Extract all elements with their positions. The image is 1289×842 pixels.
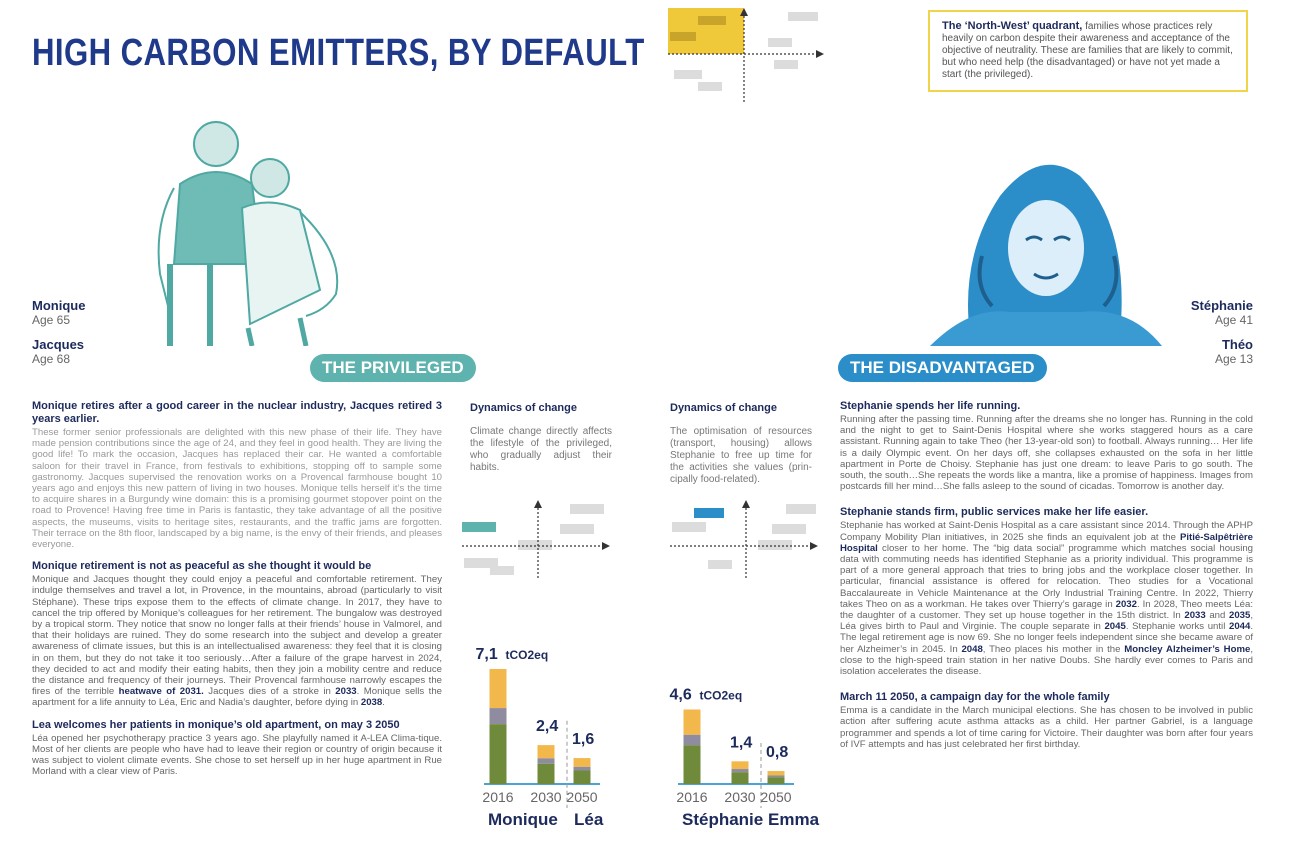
- bar-segment-top: [683, 709, 701, 735]
- person-name: Monique: [32, 298, 86, 313]
- section-body: Running after the passing time. Running …: [840, 414, 1253, 493]
- person-jacques: Jacques Age 68: [32, 337, 84, 366]
- position-marker: [462, 522, 496, 532]
- bar-segment-bottom: [767, 777, 785, 784]
- privileged-couple-illustration: [157, 121, 339, 346]
- quadrant-marker: [774, 60, 798, 69]
- bar-segment-top: [573, 758, 591, 767]
- bar-segment-top: [537, 745, 555, 759]
- section-body: Stephanie has worked at Saint-Denis Hosp…: [840, 520, 1253, 678]
- quadrant-diagram: [668, 8, 824, 102]
- section-heading: Stephanie spends her life running.: [840, 400, 1021, 412]
- bar-segment-top: [767, 771, 785, 776]
- person-age: Age 68: [32, 352, 71, 366]
- person-name: Jacques: [32, 337, 85, 352]
- emissions-chart-disadvantaged: 4,6 tCO2eq 2016 1,4 2030 0,8 2050 Stéphanie Emma: [670, 686, 820, 828]
- unit-label: tCO2eq: [506, 648, 549, 662]
- person-age: Age 13: [1214, 352, 1253, 366]
- group-label: Emma: [768, 810, 820, 828]
- disadvantaged-label: THE DISADVANTAGED: [838, 354, 1047, 382]
- bar-value-label: 7,1: [476, 646, 498, 663]
- bar-segment-mid: [731, 769, 749, 773]
- bar-segment-mid: [573, 766, 591, 771]
- bar-segment-top: [731, 761, 749, 770]
- bar-segment-bottom: [537, 763, 555, 784]
- person-name: Stéphanie: [1190, 298, 1253, 313]
- person-stephanie: Stéphanie Age 41: [1191, 298, 1253, 327]
- bar-value-label: 0,8: [766, 744, 788, 761]
- quadrant-marker: [788, 12, 818, 21]
- bar-segment-bottom: [573, 770, 591, 784]
- quadrant-note-heading: The ‘North-West’ quadrant,: [942, 20, 1083, 32]
- bar-value-label: 2,4: [536, 718, 558, 735]
- year-label: 2050: [566, 789, 597, 805]
- bar-segment-mid: [489, 708, 507, 725]
- year-label: 2050: [760, 789, 791, 805]
- right-story-column: Stephanie spends her life running. Runni…: [840, 400, 1253, 760]
- year-label: 2030: [530, 789, 561, 805]
- bar-value-label: 1,4: [730, 734, 752, 751]
- left-story-column: Monique retires after a good career in t…: [32, 400, 442, 787]
- bar-2016: [683, 709, 701, 784]
- emissions-chart-privileged: 7,1 tCO2eq 2016 2,4 2030 1,6 2050 Monique Léa: [476, 646, 604, 828]
- section-body: Emma is a candidate in the March municip…: [840, 705, 1253, 750]
- person-age: Age 41: [1214, 313, 1253, 327]
- privileged-label: THE PRIVILEGED: [310, 354, 476, 382]
- dynamics-text: The optimisation of resources (transport…: [670, 426, 812, 485]
- position-marker: [694, 508, 724, 518]
- bar-2050: [767, 771, 785, 784]
- disadvantaged-woman-illustration: [930, 164, 1162, 346]
- person-theo: Théo Age 13: [1215, 337, 1253, 366]
- section-heading: Monique retirement is not as peaceful as…: [32, 560, 372, 573]
- section-heading: March 11 2050, a campaign day for the wh…: [840, 691, 1110, 704]
- section-heading: Monique retires after a good career in t…: [32, 400, 442, 425]
- group-label: Monique: [488, 810, 558, 828]
- bar-value-label: 1,6: [572, 731, 594, 748]
- person-age: Age 65: [32, 313, 71, 327]
- dynamics-text: Climate change directly affects the life…: [470, 426, 612, 473]
- quadrant-marker: [698, 16, 726, 25]
- year-label: 2016: [676, 789, 707, 805]
- dynamics-disadvantaged-diagram: [670, 500, 818, 578]
- section-body: Monique and Jacques thought they could e…: [32, 574, 443, 709]
- bar-2030: [537, 745, 555, 784]
- bar-segment-bottom: [683, 745, 701, 784]
- bar-segment-mid: [537, 758, 555, 764]
- quadrant-note: The ‘North-West’ quadrant, families whos…: [928, 10, 1248, 92]
- dynamics-heading: Dynamics of change: [670, 402, 777, 414]
- bar-2030: [731, 761, 749, 784]
- section-body: These former senior professionals are de…: [32, 427, 442, 551]
- section-heading: Lea welcomes her patients in monique’s o…: [32, 718, 400, 731]
- bar-segment-bottom: [489, 724, 507, 784]
- bar-2016: [489, 668, 507, 784]
- group-label: Léa: [574, 810, 604, 828]
- group-label: Stéphanie: [682, 810, 763, 828]
- section-heading: Stephanie stands firm, public services m…: [840, 506, 1149, 519]
- quadrant-marker: [768, 38, 792, 47]
- person-monique: Monique Age 65: [32, 298, 85, 327]
- year-label: 2016: [482, 789, 513, 805]
- bar-2050: [573, 758, 591, 784]
- person-name: Théo: [1221, 337, 1253, 352]
- year-label: 2030: [724, 789, 755, 805]
- bar-segment-top: [489, 668, 507, 709]
- section-body: Léa opened her psychotherapy practice 3 …: [32, 732, 442, 778]
- quadrant-marker: [674, 70, 702, 79]
- quadrant-note-text: families whose practices rely heavily on…: [942, 21, 1233, 80]
- unit-label: tCO2eq: [700, 688, 743, 702]
- dynamics-privileged-diagram: [462, 500, 610, 578]
- dynamics-privileged: Dynamics of change Climate change direct…: [470, 402, 612, 474]
- dynamics-heading: Dynamics of change: [470, 402, 577, 414]
- quadrant-marker: [698, 82, 722, 91]
- north-west-quadrant-highlight: [668, 8, 744, 54]
- bar-segment-bottom: [731, 772, 749, 784]
- page-title: HIGH CARBON EMITTERS, BY DEFAULT: [32, 32, 645, 74]
- dynamics-disadvantaged: Dynamics of change The optimisation of r…: [670, 402, 812, 486]
- quadrant-marker: [670, 32, 696, 41]
- bar-segment-mid: [767, 775, 785, 778]
- bar-segment-mid: [683, 734, 701, 746]
- bar-value-label: 4,6: [670, 686, 692, 703]
